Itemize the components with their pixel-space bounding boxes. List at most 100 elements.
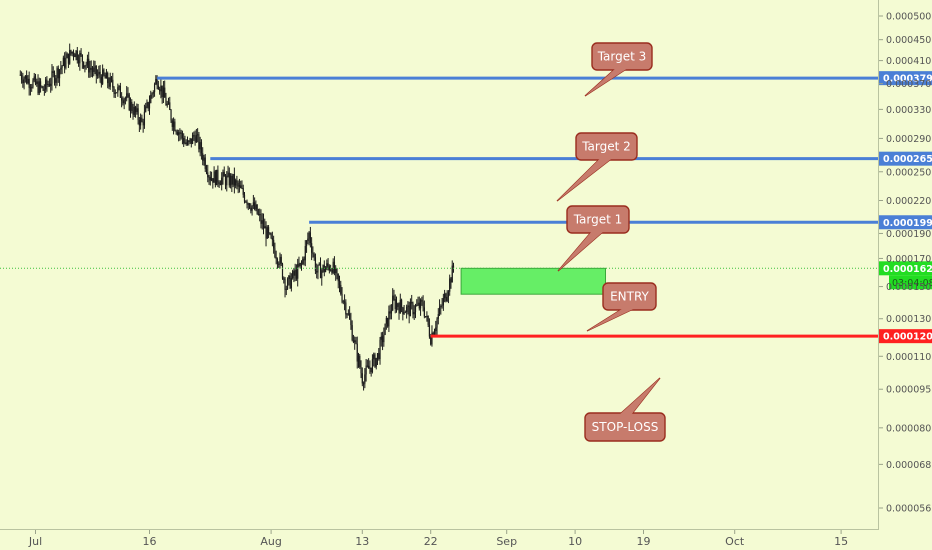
candle-body — [286, 278, 289, 289]
candle-body — [218, 182, 220, 185]
candle-body — [65, 58, 67, 68]
candle-body — [337, 273, 339, 282]
candle-body — [188, 140, 190, 142]
candle-body — [379, 339, 381, 359]
candle-body — [350, 319, 352, 326]
candle-body — [261, 220, 263, 224]
candle-body — [52, 71, 54, 73]
level-price-tag — [879, 151, 932, 166]
candle-body — [75, 50, 77, 58]
candle-body — [321, 270, 323, 279]
candle-body — [418, 302, 420, 309]
candle-body — [118, 85, 120, 88]
candle-body — [48, 84, 51, 86]
candle-body — [224, 176, 227, 186]
callout-label: Target 3 — [597, 50, 647, 64]
candle-body — [176, 132, 178, 135]
x-tick-label: 16 — [143, 535, 157, 548]
candle-body — [298, 263, 300, 266]
candle-body — [88, 58, 90, 73]
current-price-label: 0.0001627 — [883, 264, 932, 275]
candle-body — [72, 51, 75, 55]
candle-body — [300, 262, 303, 264]
candle-body — [128, 94, 130, 111]
candle-body — [207, 172, 209, 178]
candle-body — [373, 354, 375, 360]
candle-body — [61, 65, 63, 68]
candle-body — [360, 367, 362, 374]
candle-body — [311, 243, 313, 253]
candle-body — [38, 81, 40, 94]
candle-body — [266, 227, 268, 239]
candle-body — [226, 175, 228, 186]
candle-body — [299, 262, 301, 266]
candle-body — [409, 301, 412, 317]
candle-body — [314, 257, 317, 271]
candle-body — [160, 85, 162, 92]
candle-body — [227, 172, 229, 176]
candle-body — [276, 259, 279, 264]
candle-body — [169, 102, 171, 110]
candle-body — [123, 99, 125, 104]
candle-body — [145, 106, 147, 112]
candle-body — [141, 117, 143, 122]
countdown-label: 03:04:08 — [892, 278, 932, 289]
candle-body — [129, 101, 132, 111]
candle-body — [440, 306, 442, 308]
candle-body — [156, 78, 158, 86]
candle-body — [270, 233, 272, 238]
candle-body — [86, 58, 89, 65]
candle-body — [155, 78, 157, 85]
candle-body — [41, 86, 43, 88]
candle-body — [292, 271, 294, 279]
candle-body — [412, 303, 414, 315]
candle-body — [281, 263, 284, 279]
candle-body — [210, 178, 213, 181]
candle-body — [70, 50, 72, 54]
candle-body — [39, 81, 42, 87]
candle-body — [190, 138, 192, 144]
candle-body — [267, 227, 270, 233]
candle-body — [345, 302, 347, 315]
candlestick-series — [19, 43, 455, 391]
candle-body — [442, 298, 444, 306]
candle-body — [47, 84, 49, 86]
candle-body — [332, 261, 334, 273]
candle-body — [438, 306, 441, 315]
candle-body — [217, 169, 219, 183]
entry-zone[interactable] — [460, 267, 606, 295]
candle-body — [102, 69, 104, 84]
candle-body — [213, 171, 215, 183]
candle-body — [245, 201, 247, 203]
candle-body — [284, 278, 286, 290]
candle-body — [64, 57, 66, 68]
candle-body — [204, 157, 206, 169]
candle-body — [388, 311, 390, 327]
level-price-tag — [879, 215, 932, 230]
x-tick-label: Jul — [28, 535, 42, 548]
candle-body — [171, 120, 173, 127]
candle-body — [60, 67, 62, 70]
candle-body — [166, 103, 168, 106]
x-tick-label: 13 — [355, 535, 369, 548]
callout-label: STOP-LOSS — [592, 420, 659, 434]
candle-body — [90, 67, 92, 70]
x-tick-label: 19 — [637, 535, 651, 548]
candle-body — [444, 293, 446, 299]
candle-body — [397, 303, 399, 307]
candle-body — [447, 291, 450, 297]
candle-body — [307, 238, 309, 242]
candle-body — [122, 100, 124, 104]
candle-body — [81, 54, 83, 62]
callout-pointer-join — [585, 68, 628, 96]
candle-body — [45, 79, 47, 90]
candle-body — [80, 53, 82, 55]
x-tick-label: 10 — [568, 535, 582, 548]
candle-body — [450, 278, 452, 283]
